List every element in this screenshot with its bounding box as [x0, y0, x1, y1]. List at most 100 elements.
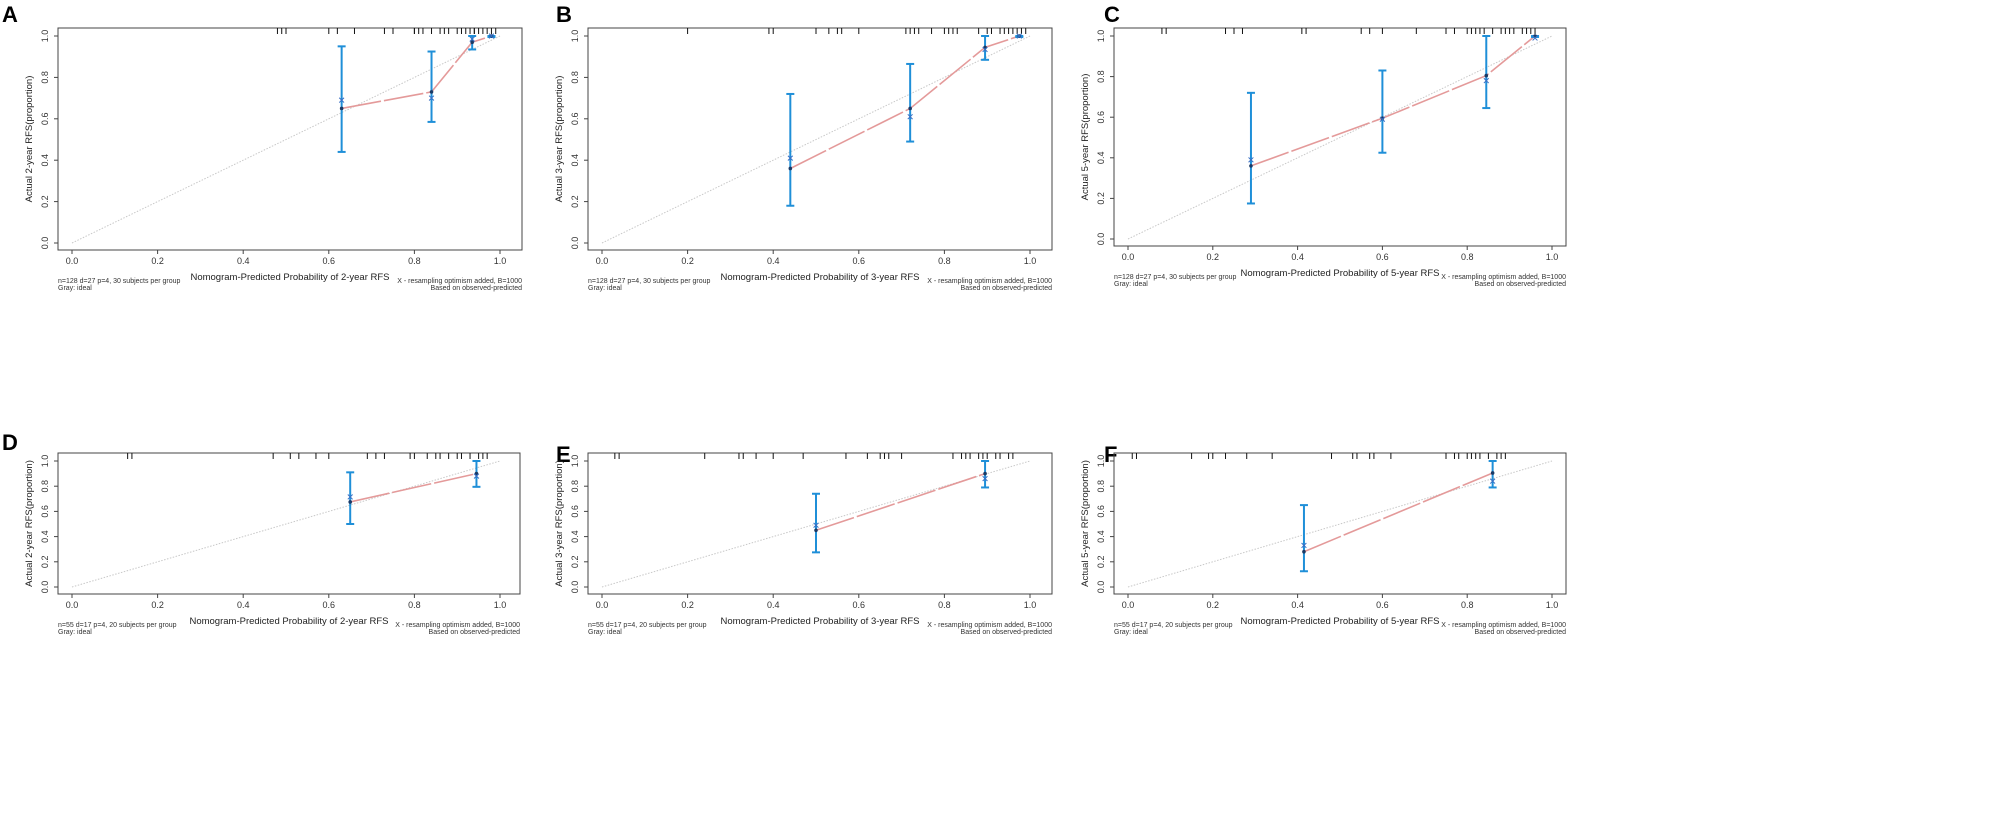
y-tick-label: 1.0	[40, 455, 50, 468]
x-tick-label: 0.6	[1376, 600, 1389, 610]
y-tick-label: 1.0	[40, 30, 50, 43]
x-tick-label: 0.2	[151, 256, 164, 266]
bias-corrected-marker	[1301, 542, 1307, 549]
ideal-line	[1127, 460, 1553, 588]
y-tick-label: 0.0	[1096, 581, 1106, 594]
gray-ideal-note: Gray: ideal	[58, 285, 92, 292]
x-tick-label: 0.4	[1291, 252, 1304, 262]
y-axis-title: Actual 5-year RFS(proportion)	[1080, 74, 1091, 201]
x-tick-label: 0.4	[767, 256, 780, 266]
observed-point	[1490, 471, 1495, 475]
y-tick-label: 0.8	[40, 480, 50, 493]
y-axis-title: Actual 3-year RFS(proportion)	[554, 76, 565, 203]
y-axis-title: Actual 5-year RFS(proportion)	[1080, 460, 1091, 587]
bias-corrected-marker	[347, 494, 353, 500]
y-tick-label: 0.0	[40, 237, 50, 250]
y-tick-label: 0.0	[570, 581, 580, 594]
y-tick-label: 0.4	[570, 530, 580, 543]
ideal-line	[71, 35, 501, 244]
y-tick-label: 0.8	[40, 71, 50, 84]
y-tick-label: 0.0	[570, 237, 580, 250]
plot-frame	[587, 27, 1053, 251]
x-tick-label: 0.2	[1207, 600, 1220, 610]
observed-point	[814, 528, 818, 533]
y-tick-label: 1.0	[570, 455, 580, 468]
x-tick-label: 0.8	[938, 256, 951, 266]
y-tick-label: 0.8	[1096, 480, 1106, 493]
calibration-panel-e: E 0.0 0.2 0.4 0.6 0.8 1.0 0.0 0.2 0.4 0.6 0.8 1.0 Act…	[554, 442, 1053, 636]
panel-letter: D	[2, 430, 18, 455]
plot-frame	[57, 452, 521, 595]
observed-predicted-note: Based on observed-predicted	[431, 285, 523, 292]
gray-ideal-note: Gray: ideal	[588, 285, 622, 292]
x-axis-title: Nomogram-Predicted Probability of 3-year…	[720, 616, 919, 627]
resampling-note: X - resampling optimism added, B=1000	[1441, 274, 1566, 281]
resampling-note: X - resampling optimism added, B=1000	[927, 278, 1052, 285]
y-tick-label: 0.4	[570, 154, 580, 167]
x-tick-label: 0.4	[767, 600, 780, 610]
x-tick-label: 0.0	[1122, 252, 1135, 262]
y-tick-label: 1.0	[570, 30, 580, 43]
gray-ideal-note: Gray: ideal	[1114, 281, 1148, 288]
observed-predicted-note: Based on observed-predicted	[961, 285, 1053, 292]
calibration-panel-f: F 0.0 0.2 0.4 0.6 0.8 1.0 0.0 0.2 0.4 0.6 0.8 1.0 Act…	[1080, 442, 1567, 636]
observed-point	[470, 40, 474, 45]
sample-note: n=128 d=27 p=4, 30 subjects per group	[1114, 274, 1237, 281]
observed-point	[348, 500, 353, 504]
observed-point	[1302, 549, 1306, 554]
x-tick-label: 0.4	[237, 256, 250, 266]
y-tick-label: 0.8	[570, 71, 580, 84]
ideal-line	[601, 35, 1031, 244]
gray-ideal-note: Gray: ideal	[58, 629, 92, 636]
bias-corrected-marker	[982, 46, 988, 53]
y-tick-label: 0.2	[1096, 192, 1106, 205]
calibration-line	[1303, 472, 1493, 553]
y-axis-title: Actual 2-year RFS(proportion)	[24, 460, 35, 587]
gray-ideal-note: Gray: ideal	[1114, 629, 1148, 636]
x-tick-label: 1.0	[1024, 600, 1037, 610]
x-tick-label: 1.0	[494, 256, 507, 266]
calibration-line	[1250, 35, 1536, 167]
observed-point	[1249, 164, 1253, 168]
x-axis-title: Nomogram-Predicted Probability of 5-year…	[1240, 616, 1439, 627]
resampling-note: X - resampling optimism added, B=1000	[395, 622, 520, 629]
bias-corrected-marker	[1483, 77, 1490, 84]
y-tick-label: 0.4	[40, 530, 50, 543]
bias-corrected-marker	[1489, 478, 1496, 484]
x-tick-label: 0.8	[408, 256, 421, 266]
y-tick-label: 1.0	[1096, 455, 1106, 468]
calibration-panel-b: B 0.0 0.2 0.4 0.6 0.8 1.0 0.0 0.2 0.4 0.6 0.8 1.0 Act…	[554, 2, 1053, 292]
sample-note: n=55 d=17 p=4, 20 subjects per group	[1114, 622, 1233, 629]
x-tick-label: 1.0	[1546, 252, 1559, 262]
x-tick-label: 1.0	[494, 600, 507, 610]
bias-corrected-marker	[1379, 116, 1386, 122]
y-tick-label: 0.4	[1096, 530, 1106, 543]
x-axis-title: Nomogram-Predicted Probability of 2-year…	[189, 616, 388, 627]
resampling-note: X - resampling optimism added, B=1000	[927, 622, 1052, 629]
panel-letter: A	[2, 2, 18, 27]
y-tick-label: 0.8	[570, 480, 580, 493]
panel-letter: E	[556, 442, 571, 467]
observed-point	[474, 471, 479, 476]
observed-point	[1484, 73, 1489, 78]
x-tick-label: 0.8	[408, 600, 421, 610]
gray-ideal-note: Gray: ideal	[588, 629, 622, 636]
calibration-panel-c: C 0.0 0.2 0.4 0.6 0.8 1.0 0.0 0.2 0.4 0.6 0.8 1.0 Act…	[1080, 2, 1567, 288]
calibration-line	[789, 35, 1020, 170]
sample-note: n=128 d=27 p=4, 30 subjects per group	[58, 278, 181, 285]
resampling-note: X - resampling optimism added, B=1000	[397, 278, 522, 285]
panel-letter: F	[1104, 442, 1117, 467]
observed-predicted-note: Based on observed-predicted	[429, 629, 521, 636]
x-tick-label: 0.0	[596, 256, 609, 266]
calibration-line	[350, 472, 477, 503]
bias-corrected-marker	[1016, 33, 1023, 39]
y-tick-label: 1.0	[1096, 30, 1106, 43]
x-tick-label: 0.4	[237, 600, 250, 610]
observed-point	[1380, 116, 1385, 121]
plot-frame	[1113, 452, 1567, 595]
y-tick-label: 0.2	[40, 556, 50, 569]
x-tick-label: 1.0	[1546, 600, 1559, 610]
x-tick-label: 0.2	[151, 600, 164, 610]
x-tick-label: 0.6	[853, 600, 866, 610]
